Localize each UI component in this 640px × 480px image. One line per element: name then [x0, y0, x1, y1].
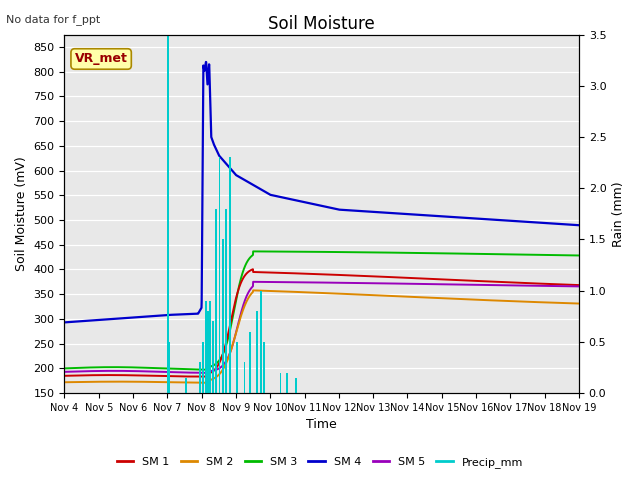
Bar — [167, 35, 169, 393]
Bar — [209, 301, 211, 393]
Bar — [202, 342, 204, 393]
Bar — [236, 342, 237, 393]
Bar — [229, 157, 230, 393]
Bar — [168, 342, 170, 393]
Bar — [199, 362, 201, 393]
Bar — [244, 362, 246, 393]
Bar — [215, 209, 217, 393]
Bar — [263, 342, 265, 393]
Bar — [256, 311, 258, 393]
Title: Soil Moisture: Soil Moisture — [268, 15, 375, 33]
Bar — [280, 372, 282, 393]
Bar — [205, 301, 207, 393]
Y-axis label: Rain (mm): Rain (mm) — [612, 181, 625, 247]
Bar — [250, 332, 252, 393]
Bar — [207, 311, 209, 393]
Text: VR_met: VR_met — [75, 52, 127, 65]
Bar — [260, 291, 262, 393]
Y-axis label: Soil Moisture (mV): Soil Moisture (mV) — [15, 156, 28, 271]
Bar — [225, 209, 227, 393]
Bar — [185, 378, 187, 393]
Bar — [222, 240, 224, 393]
Bar — [218, 157, 220, 393]
Bar — [295, 378, 297, 393]
Text: No data for f_ppt: No data for f_ppt — [6, 14, 100, 25]
Bar — [287, 372, 289, 393]
Legend: SM 1, SM 2, SM 3, SM 4, SM 5, Precip_mm: SM 1, SM 2, SM 3, SM 4, SM 5, Precip_mm — [112, 452, 528, 472]
X-axis label: Time: Time — [307, 419, 337, 432]
Bar — [212, 322, 214, 393]
